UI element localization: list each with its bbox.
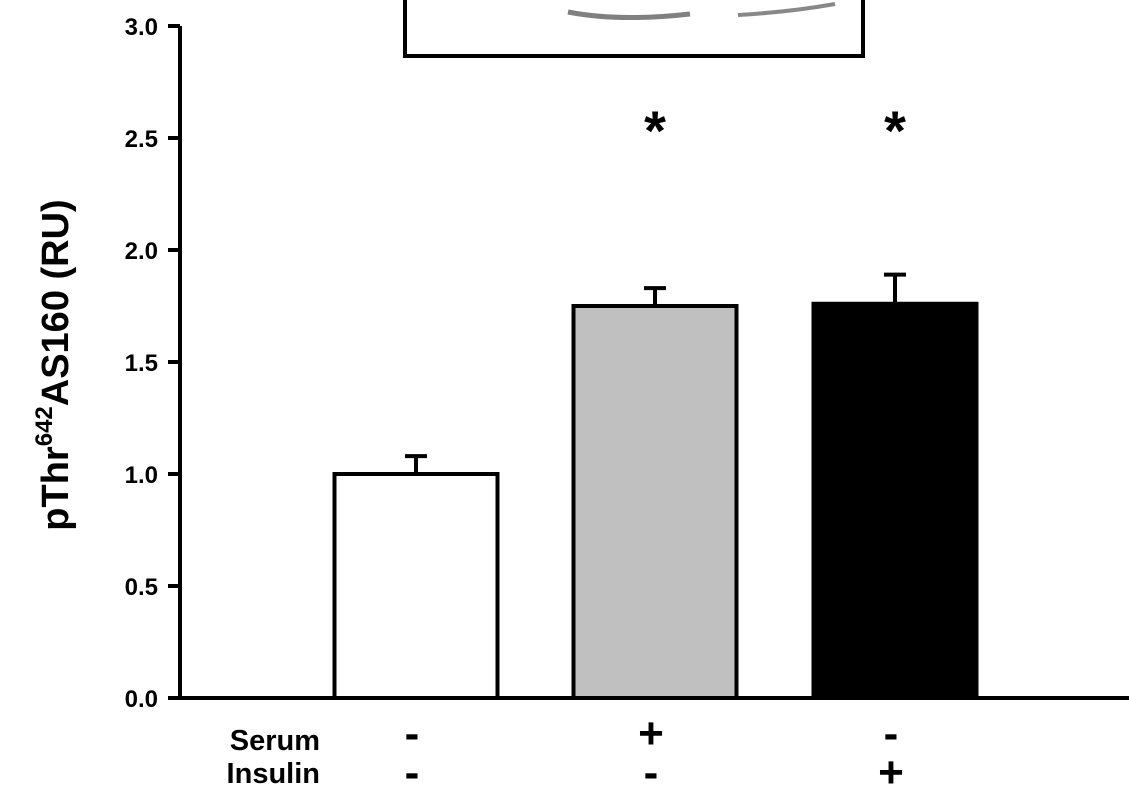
y-axis-label-superscript: 642 xyxy=(31,406,58,446)
insulin-sign: - xyxy=(405,748,420,789)
y-tick-label: 1.5 xyxy=(125,350,158,377)
serum-sign: - xyxy=(405,709,420,758)
bars xyxy=(332,272,979,700)
bar xyxy=(332,472,500,700)
serum-sign: - xyxy=(884,709,899,758)
serum-sign: + xyxy=(638,709,664,758)
bar xyxy=(571,304,739,700)
significance-star: * xyxy=(884,99,906,162)
western-blot-inset xyxy=(403,0,865,58)
y-tick-label: 2.0 xyxy=(125,238,158,265)
y-tick-label: 1.0 xyxy=(125,462,158,489)
y-tick-label: 2.5 xyxy=(125,126,158,153)
insulin-label: Insulin xyxy=(227,758,320,789)
y-tick-label: 0.5 xyxy=(125,574,158,601)
y-axis-label: pThr642AS160 (RU) xyxy=(31,199,77,530)
bar xyxy=(811,301,979,700)
y-tick-label: 0.0 xyxy=(125,686,158,713)
insulin-sign: + xyxy=(878,748,904,789)
y-tick-label: 3.0 xyxy=(125,14,158,41)
blot-band-2 xyxy=(737,2,836,17)
insulin-sign: - xyxy=(644,748,659,789)
y-ticks: 0.0 0.5 1.0 1.5 2.0 2.5 3.0 xyxy=(125,14,180,713)
significance-star: * xyxy=(644,99,666,162)
blot-band-1 xyxy=(567,9,691,21)
y-axis-label-prefix: pThr xyxy=(35,446,77,531)
serum-label: Serum xyxy=(230,725,320,757)
y-axis-label-suffix: AS160 (RU) xyxy=(35,199,77,406)
significance-markers: * * xyxy=(644,99,906,162)
